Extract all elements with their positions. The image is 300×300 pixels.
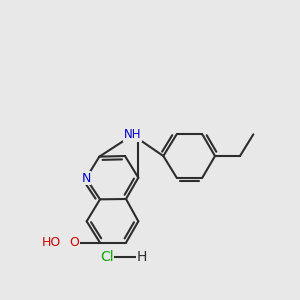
Text: Cl: Cl (100, 250, 113, 264)
Text: N: N (81, 172, 91, 185)
Text: NH: NH (124, 128, 141, 142)
Text: H: H (136, 250, 147, 264)
Text: O: O (69, 236, 79, 249)
Text: HO: HO (42, 236, 61, 249)
